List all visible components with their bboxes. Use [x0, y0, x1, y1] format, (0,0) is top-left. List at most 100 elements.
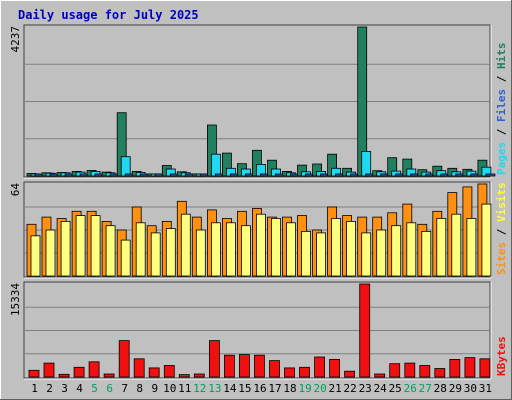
y-axis-max-label: 15334 — [9, 283, 22, 316]
bar-kbytes-day-19 — [299, 366, 310, 378]
bar-visits-day-27 — [421, 230, 432, 277]
bar-kbytes-day-30 — [464, 357, 476, 378]
day-label-17: 17 — [268, 382, 281, 395]
bar-kbytes-day-21 — [329, 358, 341, 378]
panel-visits-sites: 64 Sites / Visits — [9, 181, 508, 279]
side-legend: Sites / Visits — [495, 182, 508, 275]
day-label-18: 18 — [283, 382, 296, 395]
bar-visits-day-31 — [481, 203, 492, 277]
day-label-16: 16 — [253, 382, 266, 395]
day-label-7: 7 — [121, 382, 128, 395]
bar-kbytes-day-18 — [284, 367, 295, 378]
bar-kbytes-day-15 — [238, 354, 250, 378]
bar-visits-day-14 — [225, 222, 236, 277]
bar-visits-day-15 — [240, 225, 251, 277]
side-legend-sep: / — [495, 222, 508, 242]
bar-kbytes-day-16 — [253, 354, 265, 378]
day-label-12: 12 — [193, 382, 206, 395]
day-label-27: 27 — [419, 382, 432, 395]
bar-visits-day-11 — [180, 213, 191, 277]
bar-kbytes-day-4 — [73, 366, 85, 378]
day-label-6: 6 — [106, 382, 113, 395]
day-label-29: 29 — [449, 382, 462, 395]
bar-pages-day-31 — [485, 173, 496, 177]
day-label-4: 4 — [76, 382, 83, 395]
bar-visits-day-3 — [60, 220, 71, 277]
day-label-19: 19 — [298, 382, 311, 395]
bar-files-day-13 — [210, 153, 221, 177]
bar-visits-day-30 — [466, 218, 477, 277]
side-legend-sep: / — [495, 69, 508, 89]
bar-kbytes-day-31 — [479, 358, 491, 378]
bar-kbytes-day-26 — [404, 362, 416, 378]
bar-visits-day-12 — [195, 229, 206, 277]
bar-kbytes-day-11 — [178, 374, 190, 378]
bar-kbytes-day-13 — [208, 340, 220, 378]
day-label-1: 1 — [31, 382, 38, 395]
side-legend-sites: Sites — [495, 242, 508, 275]
panel-hits-files-pages: 4237 Pages / Files / Hits — [9, 24, 508, 179]
bar-visits-day-9 — [150, 232, 161, 277]
bar-kbytes-day-6 — [103, 373, 115, 378]
bar-visits-day-24 — [376, 229, 387, 277]
side-legend-sep: / — [495, 122, 508, 142]
bar-kbytes-day-23 — [359, 283, 371, 378]
bar-visits-day-29 — [451, 213, 462, 277]
bar-files-day-23 — [361, 150, 372, 177]
day-label-22: 22 — [343, 382, 356, 395]
day-label-11: 11 — [178, 382, 191, 395]
day-label-28: 28 — [434, 382, 447, 395]
day-label-3: 3 — [61, 382, 68, 395]
chart-title: Daily usage for July 2025 — [18, 8, 199, 22]
bar-visits-day-10 — [165, 228, 176, 277]
day-label-9: 9 — [151, 382, 158, 395]
day-label-15: 15 — [238, 382, 251, 395]
bar-visits-day-28 — [436, 218, 447, 277]
day-label-5: 5 — [91, 382, 98, 395]
day-label-10: 10 — [163, 382, 176, 395]
day-label-31: 31 — [479, 382, 492, 395]
bar-kbytes-day-3 — [58, 373, 70, 378]
day-label-8: 8 — [136, 382, 143, 395]
bar-visits-day-16 — [255, 213, 266, 277]
side-legend: Pages / Files / Hits — [495, 43, 508, 176]
bar-visits-day-13 — [210, 222, 221, 277]
bar-kbytes-day-28 — [434, 368, 446, 378]
bar-visits-day-8 — [135, 222, 146, 277]
side-legend-hits: Hits — [495, 43, 508, 70]
day-label-30: 30 — [464, 382, 477, 395]
bar-kbytes-day-25 — [389, 363, 401, 378]
day-label-24: 24 — [374, 382, 388, 395]
bar-visits-day-1 — [30, 235, 41, 277]
bar-visits-day-22 — [346, 220, 357, 277]
bar-visits-day-5 — [90, 215, 101, 277]
day-label-23: 23 — [359, 382, 372, 395]
day-label-25: 25 — [389, 382, 402, 395]
bar-visits-day-26 — [406, 222, 417, 277]
bar-visits-day-25 — [391, 225, 402, 277]
bar-kbytes-day-27 — [419, 365, 431, 378]
y-axis-max-label: 64 — [9, 183, 22, 197]
side-legend-pages: Pages — [495, 142, 508, 175]
bar-kbytes-day-8 — [133, 358, 145, 378]
bar-kbytes-day-10 — [163, 365, 175, 378]
bar-kbytes-day-9 — [148, 367, 160, 378]
bar-kbytes-day-5 — [88, 361, 100, 378]
bar-visits-day-17 — [271, 218, 281, 277]
day-label-20: 20 — [313, 382, 326, 395]
bar-visits-day-19 — [301, 230, 311, 277]
bar-visits-day-7 — [120, 239, 131, 277]
bar-kbytes-day-14 — [223, 354, 235, 378]
day-label-21: 21 — [328, 382, 341, 395]
bar-kbytes-day-2 — [43, 362, 55, 378]
side-legend: KBytes — [495, 336, 508, 376]
bar-kbytes-day-7 — [118, 340, 130, 378]
bar-visits-day-2 — [45, 229, 56, 277]
side-legend-files: Files — [495, 89, 508, 122]
day-label-14: 14 — [223, 382, 237, 395]
side-legend-visits: Visits — [495, 182, 508, 222]
bar-kbytes-day-22 — [344, 370, 356, 378]
side-legend-kbytes: KBytes — [495, 336, 508, 376]
bar-kbytes-day-29 — [449, 358, 461, 378]
